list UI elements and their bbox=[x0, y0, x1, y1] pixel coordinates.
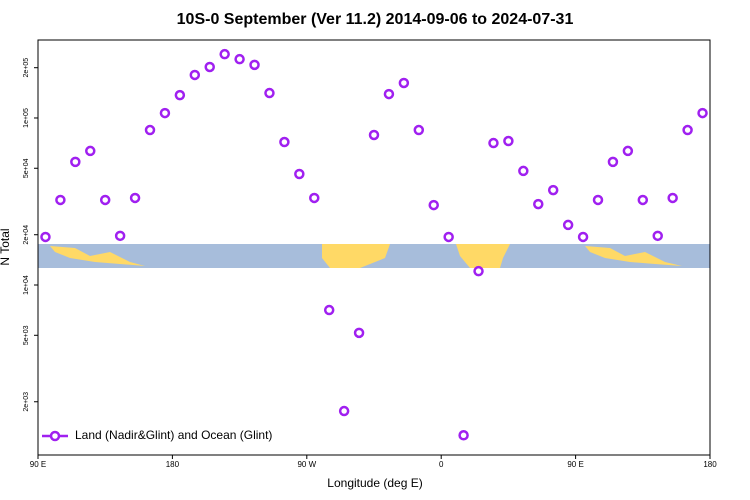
point bbox=[622, 145, 634, 157]
point bbox=[547, 184, 559, 196]
legend-marker bbox=[49, 430, 61, 442]
point bbox=[234, 53, 245, 65]
x-axis-label: Longitude (deg E) bbox=[327, 476, 422, 490]
y-tick-label: 2e+03 bbox=[23, 392, 30, 412]
point bbox=[488, 137, 499, 149]
map-land bbox=[322, 244, 390, 268]
x-tick-label: 90 W bbox=[297, 460, 316, 469]
chart-title: 10S-0 September (Ver 11.2) 2014-09-06 to… bbox=[177, 11, 574, 28]
point bbox=[85, 145, 96, 157]
point bbox=[55, 194, 66, 206]
point bbox=[353, 327, 365, 339]
point bbox=[443, 231, 454, 243]
point bbox=[309, 192, 320, 204]
map-land bbox=[585, 246, 682, 266]
point bbox=[114, 230, 126, 242]
x-tick-label: 180 bbox=[703, 460, 717, 469]
y-tick-label: 1e+05 bbox=[23, 108, 30, 128]
point bbox=[264, 87, 275, 99]
x-tick-label: 90 E bbox=[567, 460, 583, 469]
point bbox=[667, 192, 678, 204]
point bbox=[562, 219, 574, 231]
point bbox=[279, 136, 290, 148]
point bbox=[682, 124, 693, 136]
y-tick-label: 1e+04 bbox=[23, 275, 30, 295]
point bbox=[323, 304, 335, 316]
point bbox=[144, 124, 156, 136]
legend-label: Land (Nadir&Glint) and Ocean (Glint) bbox=[75, 428, 272, 442]
x-tick-label: 90 E bbox=[30, 460, 46, 469]
point bbox=[652, 230, 663, 242]
map-land bbox=[50, 246, 145, 266]
point bbox=[249, 59, 260, 71]
point bbox=[159, 107, 171, 119]
x-tick-label: 180 bbox=[166, 460, 180, 469]
point bbox=[458, 430, 469, 441]
y-tick-label: 2e+04 bbox=[23, 225, 30, 245]
point bbox=[174, 89, 186, 101]
point bbox=[294, 168, 305, 180]
point bbox=[189, 69, 201, 81]
x-tick-label: 0 bbox=[439, 460, 444, 469]
y-tick-label: 5e+03 bbox=[23, 325, 30, 345]
point bbox=[428, 199, 439, 211]
map-strip bbox=[38, 244, 710, 268]
point bbox=[368, 129, 380, 141]
point bbox=[473, 265, 484, 277]
point bbox=[697, 107, 708, 119]
point bbox=[503, 135, 514, 147]
point bbox=[40, 231, 51, 243]
point bbox=[607, 156, 619, 168]
point bbox=[204, 61, 215, 73]
point bbox=[398, 77, 410, 89]
point bbox=[518, 165, 529, 177]
point bbox=[70, 156, 81, 168]
map-land bbox=[456, 244, 510, 268]
point bbox=[413, 124, 425, 136]
point bbox=[129, 192, 141, 204]
point bbox=[637, 194, 649, 206]
plot-frame bbox=[37, 39, 711, 456]
point bbox=[577, 231, 589, 243]
y-axis-label: N Total bbox=[0, 228, 12, 265]
y-tick-label: 2e+05 bbox=[23, 58, 30, 78]
point bbox=[533, 198, 544, 210]
point bbox=[338, 405, 350, 417]
point bbox=[592, 194, 604, 206]
point bbox=[99, 194, 111, 206]
y-tick-label: 5e+04 bbox=[23, 158, 30, 178]
point bbox=[219, 48, 230, 60]
point bbox=[383, 88, 395, 100]
